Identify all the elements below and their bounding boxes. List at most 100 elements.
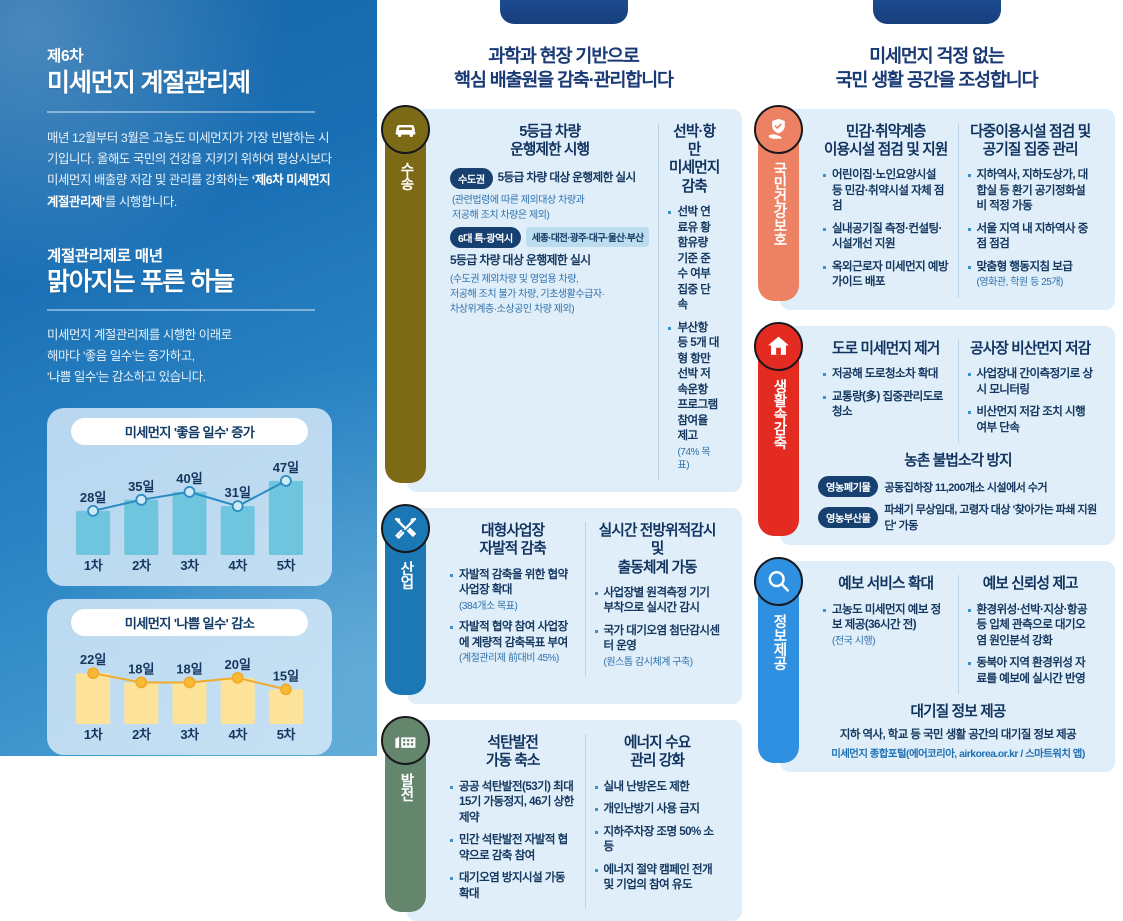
health-shield-icon <box>754 104 803 154</box>
bullet-item: 선박 연료유 황 함유량 기준 준수 여부 집중 단속 <box>668 205 720 314</box>
subsection-title: 예보 서비스 확대 <box>838 576 934 593</box>
sidebar-item-수송[interactable]: 수송 <box>381 104 430 483</box>
subsection-row: 예보 서비스 확대 고농도 미세먼지 예보 정보 제공(36시간 전) (전국 시행… <box>814 575 1103 695</box>
bullet-note: (계절관리제 前대비 45%) <box>459 653 559 665</box>
section-label: 생활속감축 <box>770 378 787 449</box>
subsection-title: 민감·취약계층 이용시설 점검 및 지원 <box>824 123 948 158</box>
column-tab-2 <box>872 0 1001 24</box>
bullet-item: 자발적 감축을 위한 협약 사업장 확대 (384개소 목표) <box>450 568 576 614</box>
bullet-item: 지하역사, 지하도상가, 대합실 등 환기 공기정화설비 적정 가동 <box>967 168 1094 215</box>
subsection-title: 선박·항만 미세먼지 감축 <box>668 123 720 195</box>
axis-tick-label: 3차 <box>180 726 199 742</box>
left-intro-panel: 제6차 미세먼지 계절관리제 매년 12월부터 3월은 고농도 미세먼지가 가장… <box>0 0 377 756</box>
intro-part-a: 매년 12월부터 3월은 고농도 미세먼지가 가장 빈발하는 시기입니다. 올해… <box>47 130 332 188</box>
data-marker <box>87 667 100 679</box>
eyebrow-label-2: 계절관리제로 매년 <box>47 248 163 266</box>
pill-text: 5등급 차량 대상 운행제한 실시 <box>497 171 637 185</box>
bullet-list: 저공해 도로청소차 확대 교통량(多) 집중관리도로 청소 <box>823 367 949 421</box>
data-label: 20일 <box>224 657 250 672</box>
section-label: 산업 <box>397 560 414 589</box>
page-title: 미세먼지 계절관리제 <box>47 69 251 97</box>
section-content: 석탄발전 가동 축소 공공 석탄발전(53기) 최대 15기 가동정지, 46기 … <box>407 719 742 921</box>
content-columns: 과학과 현장 기반으로 핵심 배출원을 감축·관리합니다 수송 5등급 차량 운행… <box>377 0 1123 921</box>
bullet-item: 비산먼지 저감 조치 시행여부 단속 <box>967 405 1094 436</box>
bullet-list: 환경위성·선박·지상·항공 등 입체 관측으로 대기오염 원인분석 강화 동북아 … <box>967 603 1094 688</box>
bar <box>76 510 111 555</box>
bullet-list: 어린이집·노인요양시설 등 민감·취약시설 자체 점검 실내공기질 측정·컨설팅·… <box>823 168 949 291</box>
column-blocks-1: 수송 5등급 차량 운행제한 시행 수도권 5등급 차량 대상 운행제한 실시 (관련법… <box>381 104 742 921</box>
subsection: 공사장 비산먼지 저감 사업장내 간이측정기로 상시 모니터링 비산먼지 저감 조치… <box>957 339 1103 444</box>
subsection-title: 다중이용시설 점검 및 공기질 집중 관리 <box>970 123 1091 158</box>
bullet-list: 공공 석탄발전(53기) 최대 15기 가동정지, 46기 상한제약 민간 석탄발… <box>450 780 576 903</box>
bullet-note: (384개소 목표) <box>459 600 518 612</box>
axis-tick-label: 2차 <box>132 557 151 573</box>
subsection-title: 5등급 차량 운행제한 시행 <box>510 123 590 158</box>
data-label: 31일 <box>224 485 250 500</box>
subsection-title: 예보 신뢰성 제고 <box>982 576 1079 593</box>
section-label: 수송 <box>397 161 414 190</box>
bullet-item: 교통량(多) 집중관리도로 청소 <box>823 390 949 421</box>
subsection-row: 도로 미세먼지 제거 저공해 도로청소차 확대 교통량(多) 집중관리도로 청소 공사… <box>814 339 1103 444</box>
data-marker <box>87 504 100 517</box>
axis-tick-label: 4차 <box>228 726 248 742</box>
home-icon <box>754 321 803 371</box>
column-living-space: 미세먼지 걱정 없는 국민 생활 공간을 조성합니다 국민건강보호 민감·취약계층… <box>750 0 1123 772</box>
bar <box>124 682 159 724</box>
bullet-item: 자발적 협약 참여 사업장에 계량적 감축목표 부여 (계절관리제 前대비 45%… <box>450 620 576 666</box>
sidebar-item-국민건강보호[interactable]: 국민건강보호 <box>754 104 803 301</box>
tail-note: (수도권 제외차량 및 영업용 차량, 저공해 조치 불가 차량, 기초생활수급자… <box>450 273 605 315</box>
bullet-list: 사업장별 원격측정 기기 부착으로 실시간 감시 국가 대기오염 첨단감시센터 운… <box>594 586 720 670</box>
data-label: 40일 <box>176 471 202 486</box>
bar <box>220 505 255 555</box>
bullet-list: 자발적 감축을 위한 협약 사업장 확대 (384개소 목표) 자발적 협약 참여 … <box>450 568 576 666</box>
sidebar-item-발전[interactable]: 발전 <box>381 715 430 913</box>
chart-title-bad: 미세먼지 '나쁨 일수' 감소 <box>71 608 308 636</box>
car-icon <box>381 104 430 154</box>
bullet-item: 사업장내 간이측정기로 상시 모니터링 <box>967 367 1093 398</box>
column-title-1: 과학과 현장 기반으로 핵심 배출원을 감축·관리합니다 <box>454 45 674 91</box>
pill-row-lite: 6대 특·광역시 세종·대전·광주·대구·울산·부산 <box>450 227 650 249</box>
category-pill: 영농부산물 <box>818 506 879 528</box>
data-marker <box>279 683 292 696</box>
full-subsection-line: 지하 역사, 학교 등 국민 생활 공간의 대기질 정보 제공 <box>839 729 1077 742</box>
divider <box>47 110 315 113</box>
chart-svg-bad: 22일 18일 18일 20일 15일 <box>76 652 303 724</box>
bullet-item: 옥외근로자 미세먼지 예방 가이드 배포 <box>823 260 949 291</box>
section-label: 국민건강보호 <box>770 161 787 246</box>
data-label: 15일 <box>273 668 299 683</box>
section-block: 생활속감축 도로 미세먼지 제거 저공해 도로청소차 확대 교통량(多) 집중관리도로… <box>754 321 1115 546</box>
bullet-item: 민간 석탄발전 자발적 협약으로 감축 참여 <box>450 833 576 864</box>
bullet-item: 실내 난방온도 제한 <box>594 780 721 796</box>
axis-tick-label: 4차 <box>228 557 248 573</box>
column-emission-sources: 과학과 현장 기반으로 핵심 배출원을 감축·관리합니다 수송 5등급 차량 운행… <box>377 0 750 921</box>
section-label: 정보제공 <box>770 614 787 671</box>
sidebar-item-생활속감축[interactable]: 생활속감축 <box>754 321 803 537</box>
intro-paragraph: 매년 12월부터 3월은 고농도 미세먼지가 가장 빈발하는 시기입니다. 올해… <box>47 128 337 213</box>
axis-tick-label: 5차 <box>276 726 296 742</box>
bullet-item: 에너지 절약 캠페인 전개 및 기업의 참여 유도 <box>594 863 721 894</box>
chart-xaxis-good: 1차 2차 3차 4차 5차 <box>69 555 310 574</box>
data-marker <box>183 676 196 689</box>
bullet-list: 실내 난방온도 제한 개인난방기 사용 금지 지하주차장 조명 50% 소등 에너지 … <box>594 780 721 894</box>
full-width-subsection: 대기질 정보 제공 지하 역사, 학교 등 국민 생활 공간의 대기질 정보 제공… <box>814 700 1102 760</box>
subsection: 대형사업장 자발적 감축 자발적 감축을 위한 협약 사업장 확대 (384개소 목… <box>441 522 585 677</box>
subsection-title: 실시간 전방위적감시 및 출동체계 가동 <box>598 522 717 576</box>
sidebar-item-정보제공[interactable]: 정보제공 <box>754 557 803 763</box>
section-block: 정보제공 예보 서비스 확대 고농도 미세먼지 예보 정보 제공(36시간 전) (전… <box>754 557 1115 772</box>
bullet-list: 선박 연료유 황 함유량 기준 준수 여부 집중 단속 부산항 등 5개 대형 항… <box>668 205 720 473</box>
axis-tick-label: 5차 <box>276 557 296 573</box>
sidebar-item-산업[interactable]: 산업 <box>381 503 430 695</box>
bullet-item: 어린이집·노인요양시설 등 민감·취약시설 자체 점검 <box>823 168 949 215</box>
data-label: 18일 <box>128 661 154 676</box>
data-marker <box>183 485 196 498</box>
full-subsection-title: 농촌 불법소각 방지 <box>904 453 1012 470</box>
bullet-item: 서울 지역 내 지하역사 중점 점검 <box>967 222 1094 253</box>
axis-tick-label: 3차 <box>180 557 199 573</box>
